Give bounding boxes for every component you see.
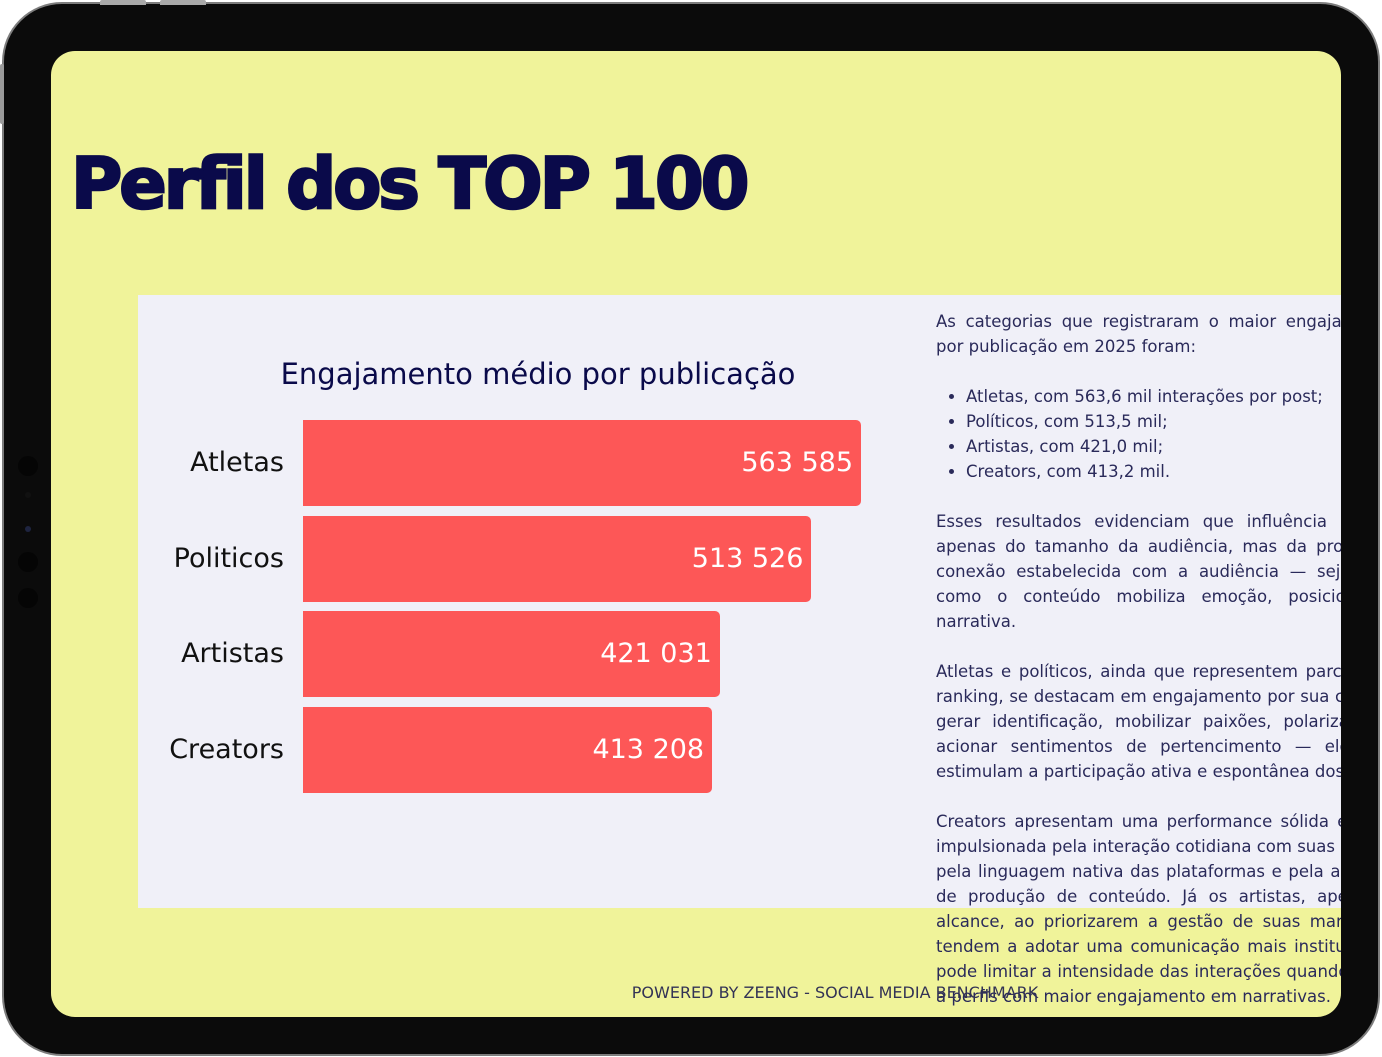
chart-title: Engajamento médio por publicação xyxy=(280,357,796,391)
paragraph: Creators apresentam uma performance sóli… xyxy=(936,812,1341,1006)
bar-value-label: 421 031 xyxy=(600,638,712,669)
page-title: Perfil dos TOP 100 xyxy=(70,142,751,227)
list-item: Creators, com 413,2 mil. xyxy=(966,459,1341,484)
bar: 563 585 xyxy=(303,420,861,506)
bar: 421 031 xyxy=(303,611,720,697)
top-button xyxy=(160,0,206,5)
sensor-dot xyxy=(25,492,31,498)
bar-value-label: 513 526 xyxy=(691,542,804,574)
paragraph: Esses resultados evidenciam que influênc… xyxy=(936,512,1341,631)
bar-category-label: Artistas xyxy=(181,638,284,669)
bar: 513 526 xyxy=(303,515,812,602)
bar-value-label: 563 585 xyxy=(741,447,853,478)
bar-category-label: Atletas xyxy=(190,447,284,478)
bar-category-label: Creators xyxy=(169,733,284,765)
intro-paragraph: As categorias que registraram o maior en… xyxy=(936,312,1341,356)
screen: Perfil dos TOP 100 Engajamento médio por… xyxy=(51,51,1341,1017)
sensor-dot xyxy=(18,456,38,476)
sensor-dot xyxy=(18,588,38,608)
bar-category-label: Politicos xyxy=(173,542,284,574)
bar-value-label: 413 208 xyxy=(592,733,705,765)
camera-lens xyxy=(25,526,31,532)
tablet-frame: Perfil dos TOP 100 Engajamento médio por… xyxy=(4,4,1378,1054)
side-button xyxy=(0,64,4,124)
bar: 413 208 xyxy=(303,706,713,793)
sensor-dot xyxy=(18,552,38,572)
content-card: Engajamento médio por publicação Atletas… xyxy=(138,295,1341,1006)
description-panel: As categorias que registraram o maior en… xyxy=(936,309,1341,1017)
paragraph: Atletas e políticos, ainda que represent… xyxy=(936,662,1341,781)
top-button xyxy=(100,0,146,5)
footer-credit: POWERED BY ZEENG - SOCIAL MEDIA BENCHMAR… xyxy=(631,983,1039,1002)
list-item: Políticos, com 513,5 mil; xyxy=(966,409,1341,434)
list-item: Artistas, com 421,0 mil; xyxy=(966,434,1341,459)
category-list: Atletas, com 563,6 mil interações por po… xyxy=(936,384,1341,484)
list-item: Atletas, com 563,6 mil interações por po… xyxy=(966,384,1341,409)
